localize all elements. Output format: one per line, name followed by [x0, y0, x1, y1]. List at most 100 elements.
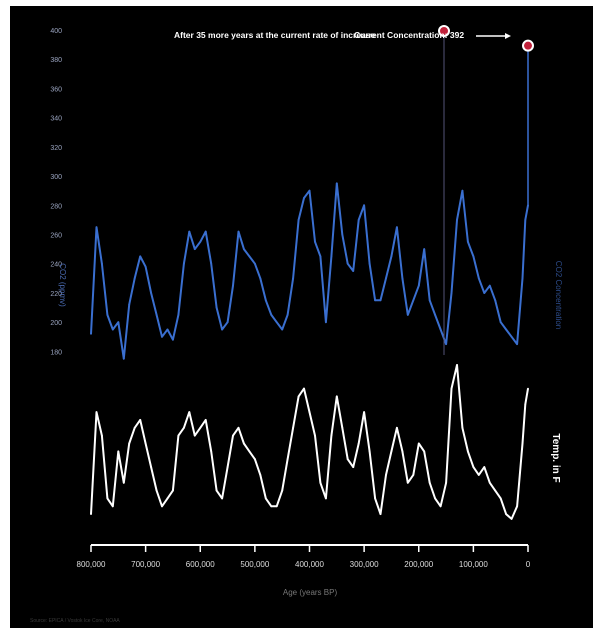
y-tick-label: 380 — [50, 57, 62, 64]
co2-data-point — [286, 314, 289, 316]
co2-data-point — [461, 189, 464, 192]
temp-data-point — [439, 505, 442, 508]
temp-data-point — [477, 474, 480, 476]
co2-data-point — [406, 314, 409, 316]
future-annotation: After 35 more years at the current rate … — [174, 30, 376, 40]
temp-data-point — [319, 481, 322, 484]
co2-data-point — [193, 248, 196, 251]
co2-data-point — [494, 299, 497, 302]
co2-data-point — [133, 277, 136, 280]
temp-data-point — [346, 458, 349, 461]
temp-data-point — [155, 489, 158, 492]
co2-data-point — [183, 262, 185, 265]
temp-data-point — [341, 426, 344, 429]
temp-data-point — [128, 442, 131, 445]
temp-data-point — [188, 411, 191, 413]
temp-data-point — [472, 466, 475, 468]
temp-data-point — [445, 481, 447, 484]
co2-data-point — [90, 333, 92, 335]
current-annotation: Current Concentration: 392 — [354, 30, 464, 40]
x-tick-label: 400,000 — [295, 560, 324, 569]
temp-data-point — [281, 489, 284, 492]
y-tick-label: 280 — [50, 203, 62, 210]
co2-data-point — [499, 321, 502, 324]
co2-data-point — [483, 292, 486, 294]
temp-data-point — [259, 474, 262, 476]
co2-data-point — [172, 338, 174, 341]
co2-data-point — [477, 277, 480, 280]
temp-data-point — [111, 505, 114, 508]
temp-data-point — [166, 497, 169, 500]
temp-data-point — [122, 481, 125, 484]
y-tick-label: 340 — [50, 116, 62, 123]
co2-data-point — [346, 262, 349, 265]
co2-data-point — [106, 314, 109, 316]
co2-data-point — [281, 328, 284, 331]
right-label-temp: Temp. in F — [550, 433, 561, 482]
temp-data-point — [237, 426, 240, 429]
co2-data-point — [456, 219, 458, 221]
co2-data-point — [390, 255, 393, 258]
temp-data-point — [325, 497, 327, 500]
co2-data-point — [445, 343, 447, 345]
co2-data-point — [330, 255, 333, 258]
co2-data-point — [401, 277, 404, 280]
temp-data-point — [527, 387, 529, 390]
temp-data-point — [396, 426, 398, 429]
co2-data-point — [248, 255, 251, 258]
current-arrow-head — [505, 33, 511, 39]
co2-data-point — [417, 284, 420, 287]
temp-data-point — [210, 450, 213, 453]
temp-data-point — [117, 450, 120, 453]
x-axis-label: Age (years BP) — [283, 588, 338, 597]
co2-data-point — [412, 299, 415, 302]
temp-data-point — [297, 395, 300, 398]
co2-data-point — [341, 233, 344, 236]
temp-data-point — [390, 450, 393, 453]
co2-data-point — [199, 240, 202, 243]
y-tick-label: 200 — [50, 320, 62, 327]
temp-data-point — [172, 489, 174, 492]
co2-data-point — [264, 299, 267, 302]
co2-data-point — [243, 248, 245, 251]
footnote: Source: EPICA / Vostok Ice Core, NOAA — [30, 618, 120, 624]
y-tick-label: 320 — [50, 145, 62, 152]
temp-data-point — [406, 481, 409, 484]
co2-data-point — [232, 284, 234, 287]
temp-data-point — [303, 387, 305, 390]
temp-data-point — [161, 505, 163, 508]
y-tick-label: 180 — [50, 349, 62, 356]
temp-data-point — [232, 434, 234, 437]
co2-data-point — [237, 230, 240, 233]
y-tick-label: 240 — [50, 262, 62, 269]
co2-series-line — [90, 182, 529, 360]
temp-data-point — [133, 426, 136, 429]
co2-data-point — [488, 284, 491, 287]
co2-data-point — [117, 321, 120, 324]
temp-data-point — [308, 411, 311, 413]
temp-data-point — [450, 387, 453, 390]
co2-data-point — [385, 277, 387, 280]
temp-data-point — [150, 466, 153, 468]
co2-data-point — [188, 230, 191, 233]
co2-data-point — [516, 343, 518, 345]
co2-data-point — [335, 182, 338, 185]
temp-data-point — [516, 505, 518, 508]
co2-data-point — [374, 299, 376, 302]
x-tick-label: 800,000 — [77, 560, 106, 569]
co2-data-point — [111, 328, 114, 331]
co2-data-point — [357, 219, 360, 221]
temp-data-point — [352, 466, 355, 468]
co2-data-point — [270, 314, 273, 316]
y-tick-label: 260 — [50, 233, 62, 240]
temp-data-point — [101, 434, 103, 437]
temp-data-point — [412, 474, 415, 476]
temp-data-point — [379, 513, 382, 515]
co2-data-point — [379, 299, 382, 302]
co2-data-point — [177, 314, 180, 316]
temp-data-point — [401, 450, 404, 453]
co2-data-point — [101, 262, 103, 265]
temp-data-point — [499, 497, 502, 500]
temp-data-point — [270, 505, 273, 508]
